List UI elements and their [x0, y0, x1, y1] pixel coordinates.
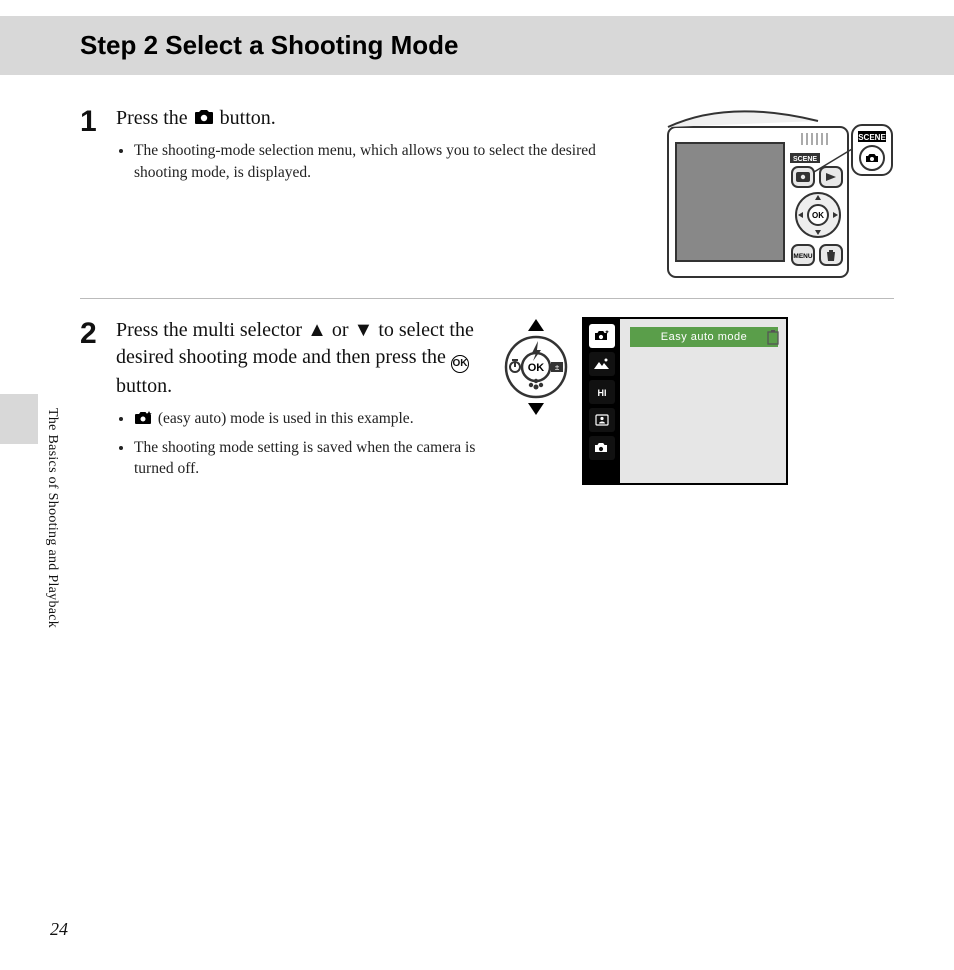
step-2: 2 Press the multi selector ▲ or ▼ to sel…: [80, 317, 894, 499]
mode-auto-icon: [589, 436, 615, 460]
ok-icon: OK: [451, 355, 469, 373]
svg-text:MENU: MENU: [793, 253, 812, 260]
bullet-list: (easy auto) mode is used in this example…: [116, 408, 496, 480]
step-heading: Press the button.: [116, 105, 654, 132]
title-bar: Step 2 Select a Shooting Mode: [0, 16, 954, 75]
svg-text:SCENE: SCENE: [793, 156, 817, 163]
side-label: The Basics of Shooting and Playback: [44, 408, 60, 628]
camera-figure: SCENE OK MENU: [666, 105, 894, 284]
mode-portrait-icon: [589, 408, 615, 432]
bullet-item: The shooting-mode selection menu, which …: [134, 140, 644, 183]
svg-text:OK: OK: [528, 362, 545, 374]
battery-icon: [766, 329, 780, 345]
page-title: Step 2 Select a Shooting Mode: [80, 30, 954, 61]
step-body: Press the multi selector ▲ or ▼ to selec…: [116, 317, 496, 484]
easy-auto-icon: [134, 413, 158, 430]
lcd-screen-figure: HI Easy auto mode: [582, 317, 788, 485]
heading-text: button.: [220, 107, 276, 129]
camera-icon: [193, 108, 215, 126]
mode-effects-icon: HI: [589, 380, 615, 404]
page-number: 24: [50, 919, 68, 940]
mode-title: Easy auto mode: [630, 327, 778, 347]
down-triangle-icon: ▼: [354, 319, 374, 341]
content: 1 Press the button. The shooting-mode se…: [0, 75, 954, 499]
heading-text: button.: [116, 375, 172, 397]
svg-text:HI: HI: [598, 388, 607, 398]
bullet-text: (easy auto) mode is used in this example…: [158, 410, 414, 427]
heading-text: Press the multi selector: [116, 319, 307, 341]
step-number: 1: [80, 105, 116, 137]
heading-text: Press the: [116, 107, 193, 129]
mode-scene-icon: [589, 352, 615, 376]
step-body: Press the button. The shooting-mode sele…: [116, 105, 654, 187]
mode-column: HI: [584, 319, 620, 483]
heading-text: or: [327, 319, 354, 341]
step-1: 1 Press the button. The shooting-mode se…: [80, 105, 894, 299]
multiselector-figure: OK ±: [496, 317, 576, 415]
step-heading: Press the multi selector ▲ or ▼ to selec…: [116, 317, 496, 400]
bullet-list: The shooting-mode selection menu, which …: [116, 140, 654, 183]
mode-easy-auto-icon: [589, 324, 615, 348]
bullet-item: The shooting mode setting is saved when …: [134, 437, 486, 480]
selector-pad-icon: OK ±: [504, 335, 568, 399]
down-triangle-icon: [528, 403, 544, 415]
up-triangle-icon: [528, 319, 544, 331]
step-number: 2: [80, 317, 116, 349]
up-triangle-icon: ▲: [307, 319, 327, 341]
svg-text:±: ±: [555, 363, 560, 372]
svg-text:SCENE: SCENE: [858, 133, 886, 142]
side-tab: [0, 394, 38, 444]
svg-text:OK: OK: [812, 211, 824, 220]
bullet-item: (easy auto) mode is used in this example…: [134, 408, 486, 433]
